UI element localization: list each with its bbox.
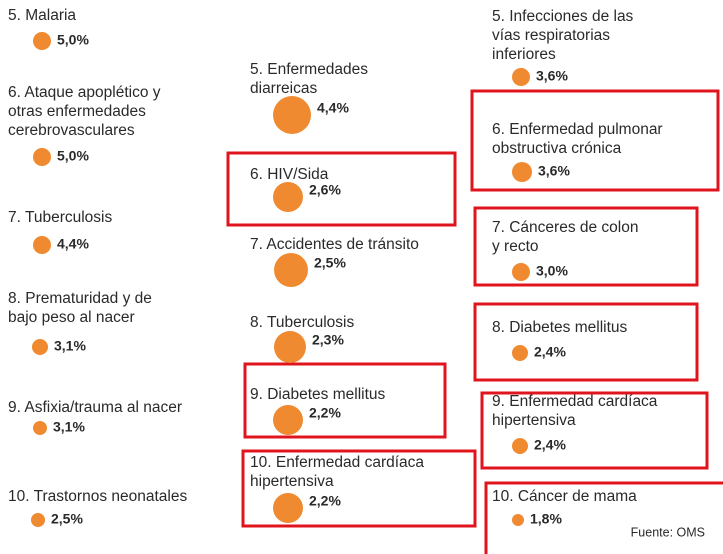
share-value: 3,6% — [538, 163, 570, 179]
highlight-box — [241, 449, 477, 528]
share-dot — [32, 339, 48, 355]
share-value: 2,3% — [312, 332, 344, 348]
cause-label: 7. Accidentes de tránsito — [250, 236, 419, 253]
share-dot — [33, 421, 47, 435]
share-dot — [512, 514, 524, 526]
cause-label: 9. Asfixia/trauma al nacer — [8, 399, 182, 416]
cause-label: 6. Ataque apoplético y — [8, 84, 161, 101]
highlight-box — [226, 151, 457, 227]
cause-label: 8. Diabetes mellitus — [492, 319, 628, 336]
share-dot — [273, 96, 311, 134]
share-value: 2,6% — [309, 182, 341, 198]
cause-label: 9. Diabetes mellitus — [250, 386, 386, 403]
share-value: 2,5% — [314, 255, 346, 271]
share-value: 3,0% — [536, 263, 568, 279]
cause-label: 8. Tuberculosis — [250, 314, 354, 331]
share-dot — [512, 162, 532, 182]
source: Fuente: OMS — [631, 525, 705, 539]
highlight-box — [243, 362, 447, 439]
cause-label: 8. Prematuridad y de — [8, 290, 152, 307]
cause-label: bajo peso al nacer — [8, 309, 135, 326]
share-value: 5,0% — [57, 148, 89, 164]
share-dot — [512, 68, 530, 86]
cause-label: hipertensiva — [492, 412, 576, 429]
share-value: 2,5% — [51, 511, 83, 527]
cause-label: vías respiratorias — [492, 27, 610, 44]
share-dot — [33, 148, 51, 166]
share-value: 4,4% — [57, 236, 89, 252]
share-dot — [33, 32, 51, 50]
highlight-box — [473, 206, 699, 287]
highlight-box — [484, 481, 723, 554]
share-value: 4,4% — [317, 100, 349, 116]
share-dot — [273, 182, 303, 212]
share-value: 5,0% — [57, 32, 89, 48]
share-value: 3,1% — [53, 419, 85, 435]
share-value: 2,2% — [309, 493, 341, 509]
cause-label: hipertensiva — [250, 473, 334, 490]
cause-label: 7. Tuberculosis — [8, 209, 112, 226]
cause-label: 10. Cáncer de mama — [492, 488, 637, 505]
cause-label: 5. Enfermedades — [250, 61, 368, 78]
highlight-box — [480, 391, 709, 470]
share-dot — [512, 438, 528, 454]
cause-label: 6. HIV/Sida — [250, 166, 329, 183]
cause-label: 10. Trastornos neonatales — [8, 488, 187, 505]
share-dot — [274, 331, 306, 363]
cause-label: otras enfermedades — [8, 103, 146, 120]
cause-label: y recto — [492, 238, 539, 255]
share-dot — [273, 493, 303, 523]
share-dot — [512, 345, 528, 361]
cause-label: obstructiva crónica — [492, 140, 622, 157]
cause-label: 5. Infecciones de las — [492, 8, 634, 25]
cause-label: 6. Enfermedad pulmonar — [492, 121, 663, 138]
share-dot — [31, 513, 45, 527]
highlight-box — [470, 89, 720, 192]
share-dot — [273, 405, 303, 435]
cause-label: 7. Cánceres de colon — [492, 219, 638, 236]
share-value: 3,1% — [54, 338, 86, 354]
share-dot — [274, 253, 308, 287]
share-value: 1,8% — [530, 511, 562, 527]
cause-label: cerebrovasculares — [8, 122, 135, 139]
cause-label: diarreicas — [250, 80, 317, 97]
cause-label: inferiores — [492, 46, 556, 63]
cause-label: 5. Malaria — [8, 7, 76, 24]
cause-label: 10. Enfermedad cardíaca — [250, 454, 424, 471]
share-dot — [512, 263, 530, 281]
cause-label: 9. Enfermedad cardíaca — [492, 393, 658, 410]
share-value: 2,4% — [534, 437, 566, 453]
share-value: 2,2% — [309, 405, 341, 421]
share-value: 3,6% — [536, 68, 568, 84]
share-value: 2,4% — [534, 344, 566, 360]
share-dot — [33, 236, 51, 254]
highlight-box — [473, 302, 699, 382]
